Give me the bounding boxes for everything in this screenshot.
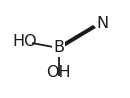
Text: N: N <box>97 16 109 31</box>
Text: HO: HO <box>12 34 37 49</box>
Text: OH: OH <box>46 65 71 80</box>
Text: B: B <box>53 40 64 55</box>
